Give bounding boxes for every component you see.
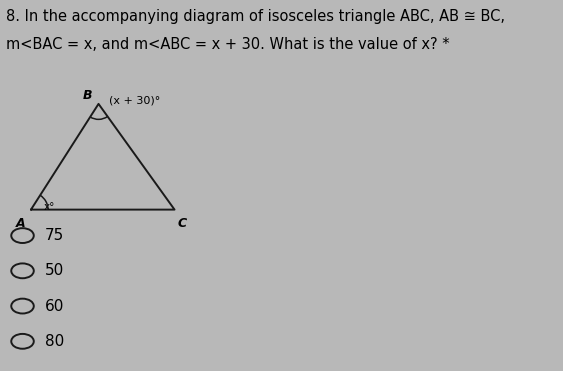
Text: 75: 75 [45,228,64,243]
Text: m<BAC = x, and m<ABC = x + 30. What is the value of x? *: m<BAC = x, and m<ABC = x + 30. What is t… [6,37,449,52]
Text: x°: x° [43,202,55,211]
Text: B: B [83,89,92,102]
Text: C: C [178,217,187,230]
Text: 80: 80 [45,334,64,349]
Text: A: A [16,217,26,230]
Text: 8. In the accompanying diagram of isosceles triangle ABC, AB ≅ BC,: 8. In the accompanying diagram of isosce… [6,9,504,24]
Text: (x + 30)°: (x + 30)° [109,95,160,105]
Text: 50: 50 [45,263,64,278]
Text: 60: 60 [45,299,64,313]
